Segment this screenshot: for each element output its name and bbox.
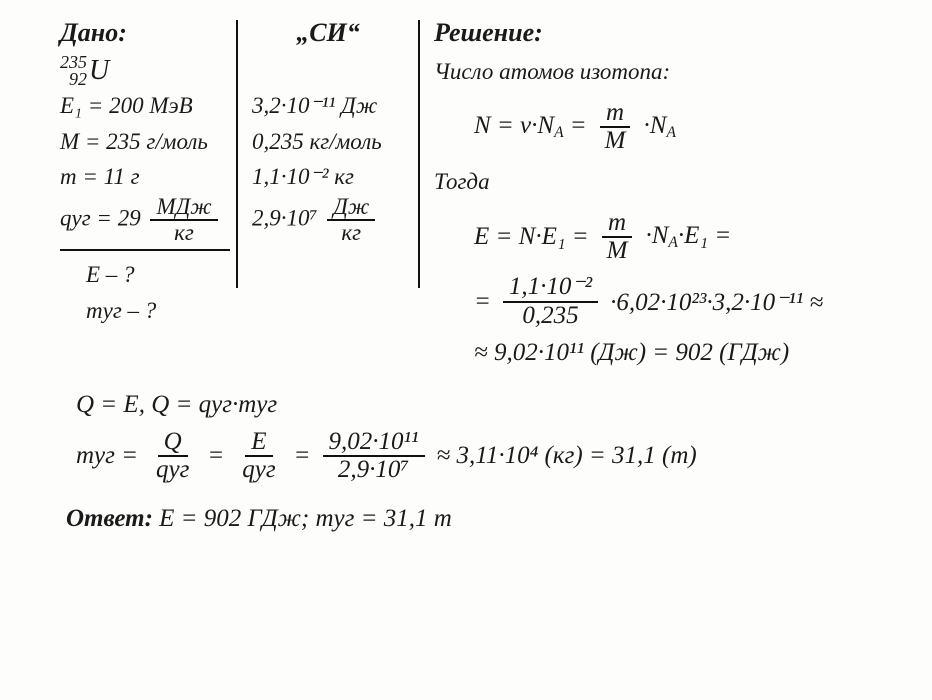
column-solution: Решение: Число атомов изотопа: N = ν·NA … <box>420 18 904 377</box>
worksheet: Дано: 235 92 U E₁ = 200 МэВ M = 235 г/мо… <box>0 0 932 700</box>
given-q: qуг = 29 МДж кг <box>60 195 222 245</box>
solution-header: Решение: <box>434 18 890 48</box>
eq-E-numeric: = 1,1·10⁻² 0,235 ·6,02·10²³·3,2·10⁻¹¹ ≈ <box>474 274 890 329</box>
si-e1: 3,2·10⁻¹¹ Дж <box>252 88 404 124</box>
lower-derivation: Q = E, Q = qуг·mуг mуг = Q qуг = E qуг =… <box>46 391 904 484</box>
given-e1: E₁ = 200 МэВ <box>60 88 222 124</box>
si-header: „СИ“ <box>252 18 404 48</box>
isotope-z: 92 <box>69 71 87 88</box>
column-si: „СИ“ 3,2·10⁻¹¹ Дж 0,235 кг/моль 1,1·10⁻²… <box>238 18 418 377</box>
isotope: 235 92 U <box>60 54 222 88</box>
eq-N: N = ν·NA = m M ·NA <box>474 100 890 155</box>
given-mass: m = 11 г <box>60 159 222 195</box>
find-m: mуг – ? <box>86 293 222 329</box>
solution-line-atoms: Число атомов изотопа: <box>434 54 890 90</box>
si-mass: 1,1·10⁻² кг <box>252 159 404 195</box>
si-q: 2,9·10⁷ Дж кг <box>252 195 404 245</box>
column-given: Дано: 235 92 U E₁ = 200 МэВ M = 235 г/мо… <box>46 18 236 377</box>
answer-line: Ответ: E = 902 ГДж; mуг = 31,1 т <box>46 505 904 533</box>
answer-text: E = 902 ГДж; mуг = 31,1 т <box>159 505 452 532</box>
isotope-element: U <box>89 55 109 87</box>
find-e: E – ? <box>86 257 222 293</box>
top-three-columns: Дано: 235 92 U E₁ = 200 МэВ M = 235 г/мо… <box>46 18 904 377</box>
given-molar-mass: M = 235 г/моль <box>60 124 222 160</box>
eq-E-result: ≈ 9,02·10¹¹ (Дж) = 902 (ГДж) <box>474 339 890 367</box>
eq-E-symbolic: E = N·E₁ = m M ·NA·E₁ = <box>474 210 890 265</box>
eq-Q: Q = E, Q = qуг·mуг <box>76 391 904 419</box>
given-header: Дано: <box>60 18 222 48</box>
given-divider <box>60 249 230 251</box>
eq-m-coal: mуг = Q qуг = E qуг = 9,02·10¹¹ 2,9·10⁷ … <box>76 429 904 484</box>
answer-label: Ответ: <box>66 505 153 532</box>
si-molar-mass: 0,235 кг/моль <box>252 124 404 160</box>
solution-then: Тогда <box>434 164 890 200</box>
